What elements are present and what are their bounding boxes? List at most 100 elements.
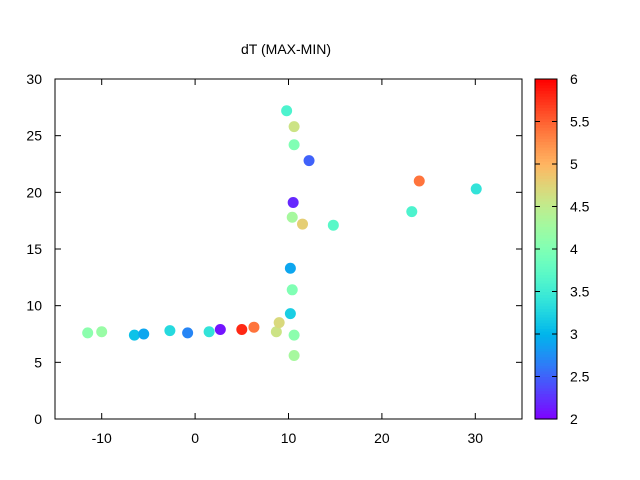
colorbar-segment — [535, 297, 557, 301]
colorbar-segment — [535, 328, 557, 332]
colorbar-segment — [535, 130, 557, 134]
data-point — [138, 328, 150, 340]
colorbar-segment — [535, 288, 557, 293]
data-point — [288, 121, 300, 133]
data-point — [203, 326, 215, 338]
colorbar-segment — [535, 240, 557, 244]
colorbar-segment — [535, 217, 557, 222]
colorbar-segment — [535, 319, 557, 324]
data-point — [413, 175, 425, 187]
x-tick-label: -10 — [92, 430, 112, 446]
colorbar-segment — [535, 183, 557, 188]
colorbar-segment — [535, 104, 557, 108]
data-point — [128, 329, 140, 341]
colorbar-segment — [535, 325, 557, 329]
colorbar-segment — [535, 260, 557, 264]
x-tick-label: 20 — [374, 430, 390, 446]
colorbar-segment — [535, 254, 557, 259]
colorbar-segment — [535, 229, 557, 233]
colorbar-segment — [535, 87, 557, 91]
colorbar-segment — [535, 416, 557, 420]
colorbar-segment — [535, 393, 557, 397]
data-point — [288, 139, 300, 151]
data-point — [214, 323, 226, 335]
colorbar-segment — [535, 368, 557, 372]
colorbar-segment — [535, 115, 557, 120]
colorbar-segment — [535, 362, 557, 366]
colorbar-segment — [535, 249, 557, 253]
colorbar-tick-label: 4 — [570, 241, 578, 257]
colorbar-segment — [535, 118, 557, 123]
colorbar-segment — [535, 339, 557, 344]
colorbar: 2 2.5 3 3.5 4 4.5 5 5.5 6 — [534, 71, 590, 427]
data-point — [286, 284, 298, 296]
chart-title: dT (MAX-MIN) — [241, 41, 331, 57]
colorbar-segment — [535, 305, 557, 310]
colorbar-segment — [535, 283, 557, 287]
colorbar-segment — [535, 79, 557, 83]
colorbar-segment — [535, 342, 557, 346]
colorbar-segment — [535, 257, 557, 261]
colorbar-segment — [535, 132, 557, 137]
colorbar-segment — [535, 81, 557, 86]
x-axis: -10 0 10 20 30 — [92, 79, 483, 446]
data-point — [406, 206, 418, 218]
y-axis: 0 5 10 15 20 25 30 — [26, 71, 522, 427]
colorbar-segment — [535, 356, 557, 361]
x-tick-label: 0 — [191, 430, 199, 446]
colorbar-segment — [535, 203, 557, 208]
colorbar-segment — [535, 127, 557, 131]
colorbar-segment — [535, 402, 557, 406]
data-point — [248, 321, 260, 333]
colorbar-segment — [535, 263, 557, 267]
colorbar-segment — [535, 121, 557, 125]
colorbar-segment — [535, 223, 557, 227]
colorbar-segment — [535, 334, 557, 338]
data-point — [182, 327, 194, 339]
colorbar-segment — [535, 161, 557, 165]
colorbar-segment — [535, 169, 557, 174]
colorbar-segment — [535, 192, 557, 196]
colorbar-segment — [535, 331, 557, 335]
colorbar-segment — [535, 113, 557, 117]
data-point — [273, 317, 285, 329]
plot-area — [54, 78, 523, 420]
data-point — [288, 329, 300, 341]
colorbar-segment — [535, 206, 557, 210]
colorbar-segment — [535, 345, 557, 349]
data-point — [82, 327, 94, 339]
colorbar-tick-label: 4.5 — [570, 199, 590, 215]
colorbar-segment — [535, 135, 557, 140]
colorbar-segment — [535, 172, 557, 176]
colorbar-segment — [535, 353, 557, 358]
colorbar-segment — [535, 359, 557, 363]
data-point — [96, 326, 108, 338]
colorbar-segment — [535, 200, 557, 205]
colorbar-segment — [535, 311, 557, 315]
colorbar-segment — [535, 98, 557, 103]
data-point — [327, 219, 339, 231]
colorbar-segment — [535, 232, 557, 236]
colorbar-segment — [535, 181, 557, 185]
colorbar-segment — [535, 336, 557, 341]
colorbar-segment — [535, 251, 557, 256]
data-point — [286, 211, 298, 223]
colorbar-segment — [535, 399, 557, 403]
colorbar-segment — [535, 277, 557, 281]
colorbar-segment — [535, 101, 557, 106]
colorbar-segment — [535, 365, 557, 369]
colorbar-segment — [535, 147, 557, 151]
colorbar-segment — [535, 212, 557, 216]
colorbar-segment — [535, 370, 557, 375]
colorbar-tick-label: 2 — [570, 411, 578, 427]
colorbar-segment — [535, 138, 557, 142]
colorbar-segment — [535, 144, 557, 148]
data-point — [284, 308, 296, 320]
y-tick-label: 5 — [34, 354, 42, 370]
colorbar-tick-label: 2.5 — [570, 369, 590, 385]
colorbar-segment — [535, 410, 557, 414]
data-point — [470, 183, 482, 195]
colorbar-segment — [535, 166, 557, 171]
colorbar-segment — [535, 280, 557, 284]
